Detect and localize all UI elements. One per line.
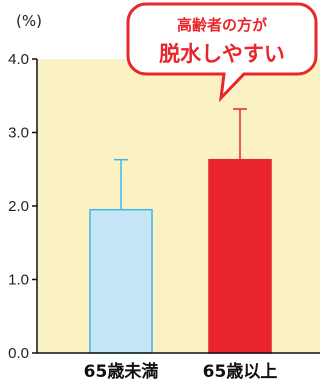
y-tick-label: 0.0	[8, 345, 29, 362]
category-labels: 65歳未満 65歳以上	[84, 361, 278, 382]
y-tick-label: 3.0	[8, 125, 29, 142]
category-label: 65歳以上	[203, 361, 278, 382]
callout-line-2: 脱水しやすい	[159, 42, 285, 66]
y-tick-label: 4.0	[8, 51, 29, 68]
y-tick-label: 1.0	[8, 272, 29, 289]
y-tick-label: 2.0	[8, 198, 29, 215]
bar	[89, 208, 153, 354]
y-unit-label: (%)	[16, 12, 42, 30]
callout-shape	[126, 2, 318, 103]
callout-bubble: 高齢者の方が 脱水しやすい	[126, 2, 318, 103]
y-ticks: 0.0 1.0 2.0 3.0 4.0	[8, 51, 37, 362]
bars	[89, 108, 272, 354]
category-label: 65歳未満	[84, 361, 159, 382]
bar	[208, 158, 272, 354]
callout-line-1: 高齢者の方が	[177, 16, 268, 34]
plot-background	[37, 59, 320, 353]
